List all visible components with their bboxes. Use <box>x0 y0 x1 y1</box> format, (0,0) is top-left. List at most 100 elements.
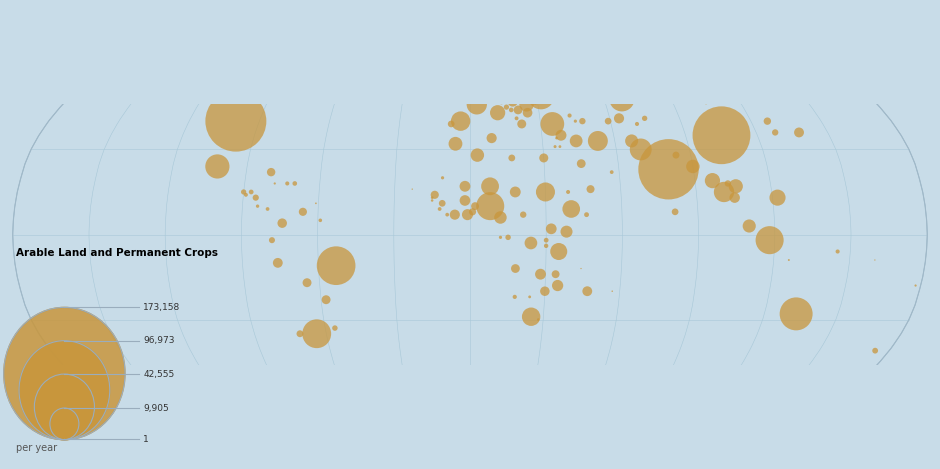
Circle shape <box>770 189 786 206</box>
Circle shape <box>580 268 582 269</box>
Circle shape <box>525 237 538 250</box>
Circle shape <box>509 96 515 102</box>
Circle shape <box>522 308 540 326</box>
Circle shape <box>536 182 555 202</box>
Circle shape <box>509 187 521 197</box>
Circle shape <box>705 173 720 188</box>
Circle shape <box>525 80 536 91</box>
Circle shape <box>532 98 539 105</box>
Circle shape <box>506 234 510 240</box>
Circle shape <box>558 145 561 148</box>
Circle shape <box>462 209 473 220</box>
Circle shape <box>303 278 311 287</box>
Circle shape <box>874 259 875 261</box>
Text: 9,905: 9,905 <box>143 403 169 413</box>
Circle shape <box>583 286 592 296</box>
Circle shape <box>686 160 699 173</box>
Circle shape <box>772 129 778 136</box>
Circle shape <box>315 203 317 204</box>
Circle shape <box>494 211 507 224</box>
Circle shape <box>763 117 771 125</box>
Circle shape <box>570 135 583 147</box>
Circle shape <box>562 200 580 218</box>
Circle shape <box>481 177 499 195</box>
Circle shape <box>568 113 572 118</box>
Circle shape <box>523 108 532 118</box>
Circle shape <box>490 105 505 121</box>
Circle shape <box>478 86 483 90</box>
Circle shape <box>625 135 638 147</box>
Circle shape <box>794 128 804 137</box>
Circle shape <box>35 374 94 439</box>
Circle shape <box>466 94 487 114</box>
Circle shape <box>517 120 526 129</box>
Text: 173,158: 173,158 <box>143 303 180 312</box>
Text: 42,555: 42,555 <box>143 370 175 378</box>
Circle shape <box>693 106 750 164</box>
Circle shape <box>438 207 442 211</box>
Circle shape <box>285 182 290 186</box>
Circle shape <box>584 212 589 217</box>
Circle shape <box>540 153 548 162</box>
Circle shape <box>460 76 472 88</box>
Circle shape <box>471 148 484 162</box>
Circle shape <box>535 269 546 280</box>
Circle shape <box>756 226 784 254</box>
Circle shape <box>552 280 563 291</box>
Circle shape <box>556 130 567 141</box>
Circle shape <box>460 181 470 192</box>
Circle shape <box>672 151 680 159</box>
Text: 96,973: 96,973 <box>143 336 175 345</box>
Text: 1: 1 <box>143 435 149 444</box>
Circle shape <box>552 270 559 278</box>
Circle shape <box>509 107 513 112</box>
Circle shape <box>439 200 446 207</box>
Circle shape <box>610 170 614 174</box>
Circle shape <box>469 208 477 215</box>
Circle shape <box>508 97 518 106</box>
Circle shape <box>554 145 556 148</box>
Circle shape <box>672 208 679 215</box>
Circle shape <box>556 137 557 139</box>
Circle shape <box>447 121 455 127</box>
Circle shape <box>540 112 564 136</box>
Circle shape <box>241 189 246 195</box>
Circle shape <box>743 219 756 233</box>
Circle shape <box>520 212 526 218</box>
Circle shape <box>540 287 550 296</box>
Circle shape <box>205 91 266 151</box>
Circle shape <box>634 122 639 126</box>
Circle shape <box>249 189 254 194</box>
Circle shape <box>441 176 445 180</box>
Circle shape <box>513 106 523 114</box>
Text: per year: per year <box>16 443 57 453</box>
Circle shape <box>321 295 331 304</box>
Circle shape <box>277 219 287 228</box>
Circle shape <box>19 340 110 439</box>
Circle shape <box>550 243 567 260</box>
Circle shape <box>517 50 524 57</box>
Circle shape <box>50 408 79 439</box>
Circle shape <box>499 236 502 239</box>
Circle shape <box>566 190 570 194</box>
Circle shape <box>614 113 624 123</box>
Circle shape <box>713 182 734 202</box>
Circle shape <box>477 192 504 220</box>
Circle shape <box>509 155 515 161</box>
Circle shape <box>638 139 698 199</box>
Circle shape <box>267 168 275 176</box>
Circle shape <box>725 180 731 187</box>
Circle shape <box>544 238 549 242</box>
Circle shape <box>579 118 586 124</box>
Circle shape <box>319 219 322 222</box>
Circle shape <box>514 116 519 120</box>
Circle shape <box>609 86 634 112</box>
Circle shape <box>788 259 790 261</box>
Circle shape <box>431 191 439 199</box>
Circle shape <box>332 325 337 331</box>
Circle shape <box>299 208 307 216</box>
Circle shape <box>205 154 229 179</box>
Circle shape <box>604 118 612 124</box>
Circle shape <box>566 41 618 92</box>
Circle shape <box>779 297 812 330</box>
